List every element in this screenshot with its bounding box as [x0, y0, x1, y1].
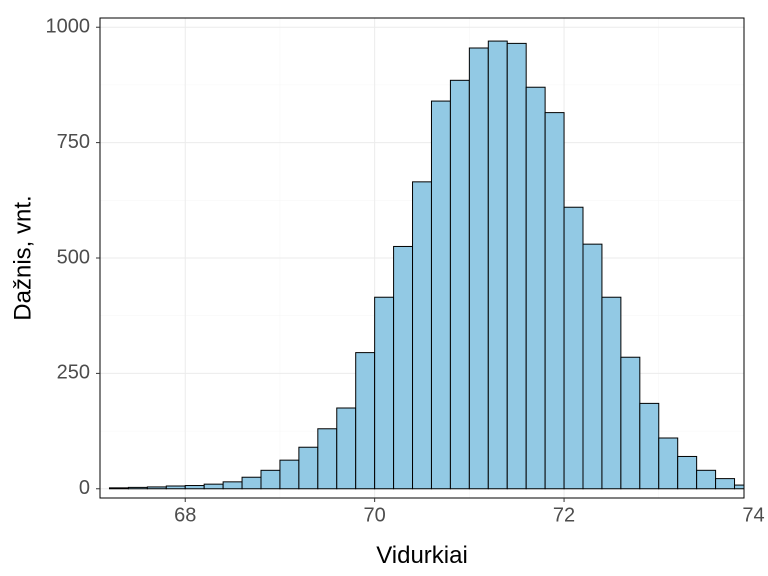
histogram-bar — [185, 486, 204, 489]
histogram-bar — [621, 357, 640, 489]
histogram-bar — [280, 460, 299, 489]
x-tick-label: 68 — [174, 505, 196, 527]
histogram-bar — [242, 477, 261, 489]
histogram-bar — [375, 297, 394, 489]
histogram-bar — [488, 41, 507, 489]
y-tick-label: 250 — [57, 362, 90, 384]
x-tick-label: 72 — [553, 505, 575, 527]
histogram-bar — [602, 297, 621, 489]
histogram-bar — [697, 470, 716, 488]
x-tick-label: 70 — [364, 505, 386, 527]
chart-svg: 68 70 72 74 0 250 500 750 1000 Vidurkiai Dažnis, v… — [0, 0, 768, 576]
histogram-bar — [394, 246, 413, 488]
histogram-bar — [337, 408, 356, 489]
x-axis-title: Vidurkiai — [376, 542, 468, 569]
histogram-bar — [223, 482, 242, 489]
y-axis-title: Dažnis, vnt. — [9, 195, 36, 320]
histogram-bar — [261, 470, 280, 488]
histogram-bar — [583, 244, 602, 489]
histogram-bar — [318, 429, 337, 489]
histogram-bar — [413, 182, 432, 489]
y-tick-label: 0 — [79, 477, 90, 499]
histogram-bar — [128, 487, 147, 488]
histogram-chart: 68 70 72 74 0 250 500 750 1000 Vidurkiai Dažnis, v… — [0, 0, 768, 576]
histogram-bar — [526, 87, 545, 489]
histogram-bar — [431, 101, 450, 489]
histogram-bar — [659, 438, 678, 489]
histogram-bar — [356, 353, 375, 489]
histogram-bar — [469, 48, 488, 489]
histogram-bar — [545, 113, 564, 489]
y-tick-label: 750 — [57, 131, 90, 153]
histogram-bar — [147, 487, 166, 489]
histogram-bar — [299, 447, 318, 489]
y-tick-label: 500 — [57, 246, 90, 268]
histogram-bar — [109, 488, 128, 489]
histogram-bar — [507, 43, 526, 488]
y-tick-label: 1000 — [46, 16, 91, 38]
x-tick-label: 74 — [742, 505, 764, 527]
histogram-bar — [166, 486, 185, 489]
histogram-bar — [450, 80, 469, 488]
histogram-bar — [716, 479, 735, 489]
histogram-bar — [564, 207, 583, 489]
histogram-bar — [204, 484, 223, 489]
histogram-bar — [640, 403, 659, 488]
histogram-bar — [678, 456, 697, 488]
